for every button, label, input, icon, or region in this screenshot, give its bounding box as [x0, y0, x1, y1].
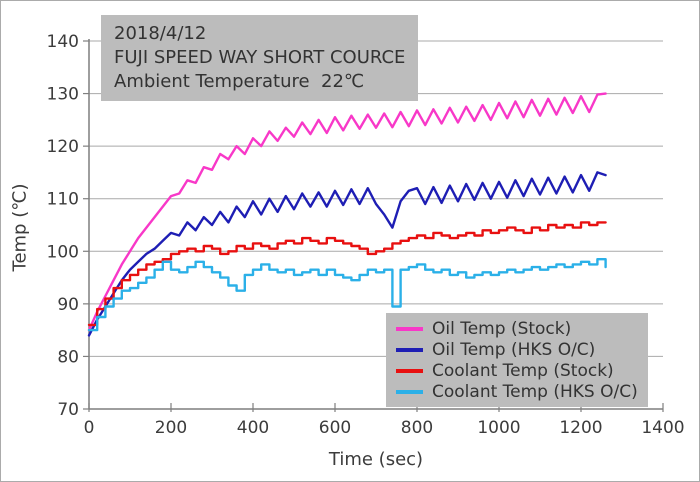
- y-tick-label: 110: [47, 190, 79, 210]
- legend-label: Oil Temp (HKS O/C): [432, 339, 596, 360]
- x-tick-label: 200: [155, 418, 187, 438]
- series-line-0: [87, 92, 607, 332]
- y-tick-label: 70: [57, 400, 79, 420]
- legend-item-oil-hks: Oil Temp (HKS O/C): [396, 339, 638, 360]
- x-tick-label: 1400: [641, 418, 684, 438]
- annotation-box: 2018/4/12 FUJI SPEED WAY SHORT COURCE Am…: [101, 15, 419, 101]
- y-tick-label: 130: [47, 85, 79, 105]
- x-tick-label: 400: [237, 418, 269, 438]
- y-tick-label: 80: [57, 347, 79, 367]
- x-axis-title: Time (sec): [328, 449, 424, 470]
- legend-item-coolant-hks: Coolant Temp (HKS O/C): [396, 381, 638, 402]
- x-tick-label: 600: [319, 418, 351, 438]
- legend-label: Coolant Temp (Stock): [432, 360, 614, 381]
- legend-item-oil-stock: Oil Temp (Stock): [396, 318, 638, 339]
- x-tick-label: 1000: [477, 418, 520, 438]
- legend-line-swatch: [396, 347, 423, 352]
- series-line-2: [87, 221, 607, 327]
- legend: Oil Temp (Stock) Oil Temp (HKS O/C) Cool…: [386, 313, 648, 407]
- annotation-date: 2018/4/12: [114, 23, 207, 44]
- axes: [88, 39, 663, 410]
- y-tick-label: 120: [47, 137, 79, 157]
- series-line-3: [87, 258, 607, 332]
- x-tick-label: 800: [401, 418, 433, 438]
- x-tick-label: 1200: [559, 418, 602, 438]
- legend-label: Coolant Temp (HKS O/C): [432, 381, 638, 402]
- y-tick-label: 100: [47, 242, 79, 262]
- tick-marks: [83, 40, 664, 412]
- x-tick-label: 0: [84, 418, 95, 438]
- annotation-ambient-temp: Ambient Temperature 22℃: [114, 71, 365, 92]
- annotation-track: FUJI SPEED WAY SHORT COURCE: [114, 47, 406, 68]
- legend-line-swatch: [396, 326, 423, 331]
- legend-item-coolant-stock: Coolant Temp (Stock): [396, 360, 638, 381]
- y-axis-title: Temp (℃): [9, 183, 31, 272]
- legend-line-swatch: [396, 389, 423, 394]
- legend-label: Oil Temp (Stock): [432, 318, 572, 339]
- y-tick-label: 140: [47, 32, 79, 52]
- series-line-1: [87, 171, 607, 337]
- legend-line-swatch: [396, 368, 423, 373]
- y-tick-label: 90: [57, 295, 79, 315]
